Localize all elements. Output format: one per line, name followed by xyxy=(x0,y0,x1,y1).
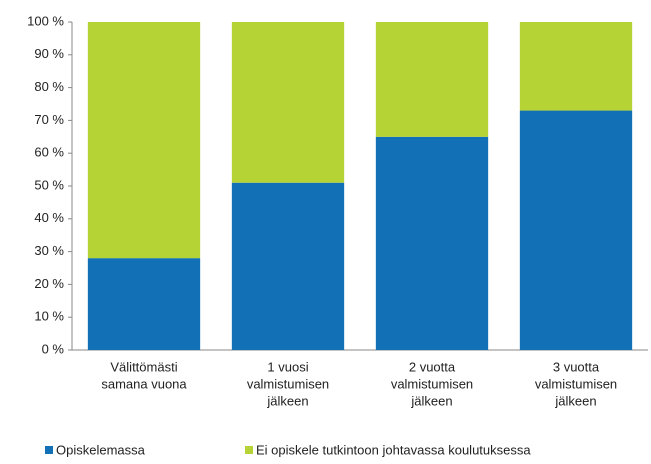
x-tick-label: 1 vuosi xyxy=(267,359,308,374)
x-tick-label: jälkeen xyxy=(410,393,452,408)
y-tick-label: 100 % xyxy=(27,13,64,28)
legend-swatch xyxy=(245,446,253,454)
bar-segment xyxy=(375,136,489,350)
bar-segment xyxy=(87,258,201,350)
x-tick-label: samana vuona xyxy=(101,376,187,391)
legend-label: Opiskelemassa xyxy=(56,442,146,457)
bar-segment xyxy=(519,110,633,350)
y-tick-label: 50 % xyxy=(34,177,64,192)
bar-segment xyxy=(519,22,633,111)
bar-segment xyxy=(231,182,345,350)
y-tick-label: 0 % xyxy=(42,341,65,356)
x-tick-label: valmistumisen xyxy=(247,376,329,391)
x-tick-label: jälkeen xyxy=(266,393,308,408)
y-tick-label: 40 % xyxy=(34,210,64,225)
x-tick-label: Välittömästi xyxy=(110,359,177,374)
x-tick-label: 3 vuotta xyxy=(553,359,600,374)
y-tick-label: 80 % xyxy=(34,79,64,94)
x-tick-label: valmistumisen xyxy=(535,376,617,391)
x-tick-label: jälkeen xyxy=(554,393,596,408)
y-tick-label: 70 % xyxy=(34,112,64,127)
y-tick-label: 10 % xyxy=(34,309,64,324)
bar-segment xyxy=(375,22,489,137)
bar-segment xyxy=(231,22,345,183)
x-tick-label: valmistumisen xyxy=(391,376,473,391)
x-tick-label: 2 vuotta xyxy=(409,359,456,374)
legend-label: Ei opiskele tutkintoon johtavassa koulut… xyxy=(256,442,531,457)
bar-segment xyxy=(87,22,201,259)
y-tick-label: 60 % xyxy=(34,145,64,160)
y-tick-label: 20 % xyxy=(34,276,64,291)
y-tick-label: 30 % xyxy=(34,243,64,258)
y-tick-label: 90 % xyxy=(34,46,64,61)
legend-swatch xyxy=(45,446,53,454)
